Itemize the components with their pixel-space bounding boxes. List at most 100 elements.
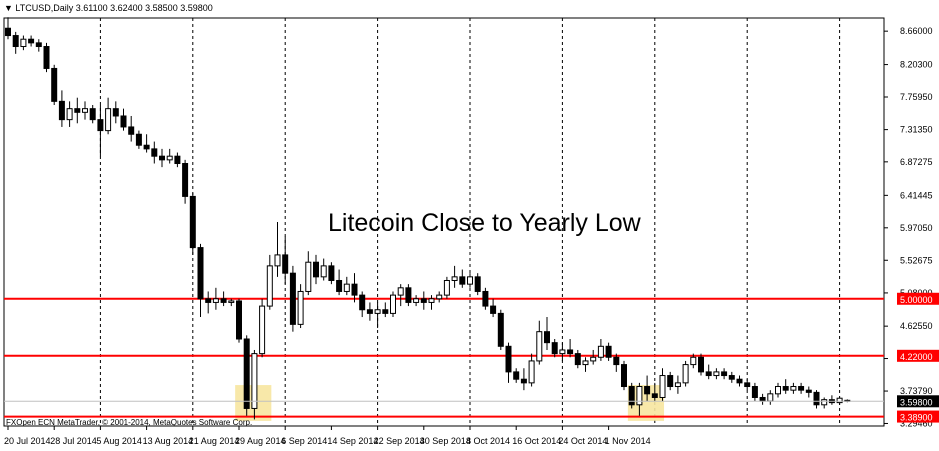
x-tick-label: 21 Aug 2014 [189, 436, 240, 446]
candle-body [182, 163, 189, 197]
candle-body [28, 38, 35, 44]
candle-body [251, 353, 258, 409]
symbol-header: ▼ LTCUSD,Daily 3.61100 3.62400 3.58500 3… [4, 3, 213, 13]
candle-body [166, 155, 173, 161]
x-axis: 20 Jul 2014 28 Jul 2014 5 Aug 2014 13 Aug 2… [4, 426, 651, 446]
candle-body [320, 265, 327, 278]
candle-body [297, 290, 304, 325]
x-tick-label: 6 Sep 2014 [281, 436, 327, 446]
candle-body [351, 283, 358, 296]
candle-body [228, 300, 235, 303]
candle-body [405, 287, 412, 303]
candle-body [174, 155, 181, 165]
candle-body [35, 42, 42, 48]
candle-body [536, 331, 543, 362]
candle-body [143, 144, 150, 150]
copyright-text: FXOpen ECN MetaTrader, © 2001-2014, Meta… [6, 418, 253, 427]
candle-body [459, 276, 466, 285]
candle-body [636, 386, 643, 406]
candle-body [513, 371, 520, 380]
candle-body [628, 386, 635, 406]
candle-body [97, 119, 104, 132]
candle-body [151, 148, 158, 157]
candle-body [374, 309, 381, 314]
candle-body [782, 386, 789, 391]
candle-body [751, 386, 758, 398]
candle-body [359, 294, 366, 311]
candle-body [236, 300, 242, 340]
level-tag-label: 4.22000 [900, 352, 933, 362]
level-tag [897, 292, 939, 305]
candle-body [597, 345, 604, 358]
y-tick-label: 4.62550 [900, 321, 933, 331]
candle-body [644, 386, 651, 395]
y-tick-label: 5.52675 [900, 255, 933, 265]
candle-body [5, 27, 11, 37]
candle-body [159, 155, 165, 161]
candle-body [805, 389, 812, 393]
y-tick-label: 6.87275 [900, 157, 933, 167]
candle-body [705, 371, 712, 377]
candle-body [759, 396, 766, 402]
candle-body [282, 254, 289, 274]
candle-body [736, 378, 743, 384]
candle-body [220, 298, 227, 303]
candle-body [590, 356, 597, 362]
candle-body [89, 108, 96, 121]
x-tick-label: 1 Nov 2014 [605, 436, 651, 446]
candle-body [813, 391, 820, 406]
candle-body [428, 298, 435, 303]
candle-body [574, 353, 581, 366]
candle-body [336, 279, 343, 292]
candle-body [274, 254, 281, 267]
y-tick-label: 7.75950 [900, 92, 933, 102]
candle-body [212, 298, 219, 303]
candle-body [613, 356, 620, 366]
candle-body [436, 294, 443, 300]
candle-body [66, 108, 73, 121]
candle-body [728, 375, 735, 380]
candle-body [467, 276, 473, 285]
candle-body [775, 386, 781, 395]
candle-body [305, 261, 312, 292]
x-tick-label: 28 Jul 2014 [50, 436, 97, 446]
x-tick-label: 14 Sep 2014 [327, 436, 378, 446]
candle-body [397, 287, 404, 296]
candle-body [413, 298, 420, 303]
y-tick-label: 8.20300 [900, 60, 933, 70]
level-tag [897, 349, 939, 362]
candle-body [189, 195, 196, 249]
candle-body [605, 345, 612, 358]
candle-body [474, 276, 481, 292]
y-tick-label: 3.29460 [900, 418, 933, 428]
candle-body [559, 349, 566, 355]
x-tick-label: 13 Aug 2014 [143, 436, 194, 446]
candle-body [205, 298, 212, 303]
candle-body [135, 133, 142, 146]
candle-body [836, 397, 843, 404]
candle-body [721, 371, 728, 377]
candle-body [698, 356, 704, 373]
level-tag [897, 410, 939, 423]
candle-body [451, 276, 458, 281]
candles [5, 17, 851, 420]
x-tick-label: 22 Sep 2014 [374, 436, 425, 446]
candle-body [443, 279, 450, 296]
candle-body [651, 393, 658, 398]
candle-body [197, 247, 204, 300]
x-tick-label: 5 Aug 2014 [96, 436, 142, 446]
candle-body [790, 386, 797, 391]
x-tick-label: 30 Sep 2014 [420, 436, 471, 446]
x-tick-label: 16 Oct 2014 [512, 436, 561, 446]
candle-body [390, 294, 396, 314]
candle-body [12, 35, 19, 48]
y-tick-label: 7.31350 [900, 125, 933, 135]
candle-body [713, 371, 720, 377]
y-tick-label: 8.66000 [900, 26, 933, 36]
candle-body [798, 386, 805, 391]
candle-body [20, 38, 27, 48]
candle-body [51, 67, 58, 102]
candle-body [482, 290, 489, 307]
candle-body [682, 364, 689, 384]
candle-body [366, 309, 373, 314]
